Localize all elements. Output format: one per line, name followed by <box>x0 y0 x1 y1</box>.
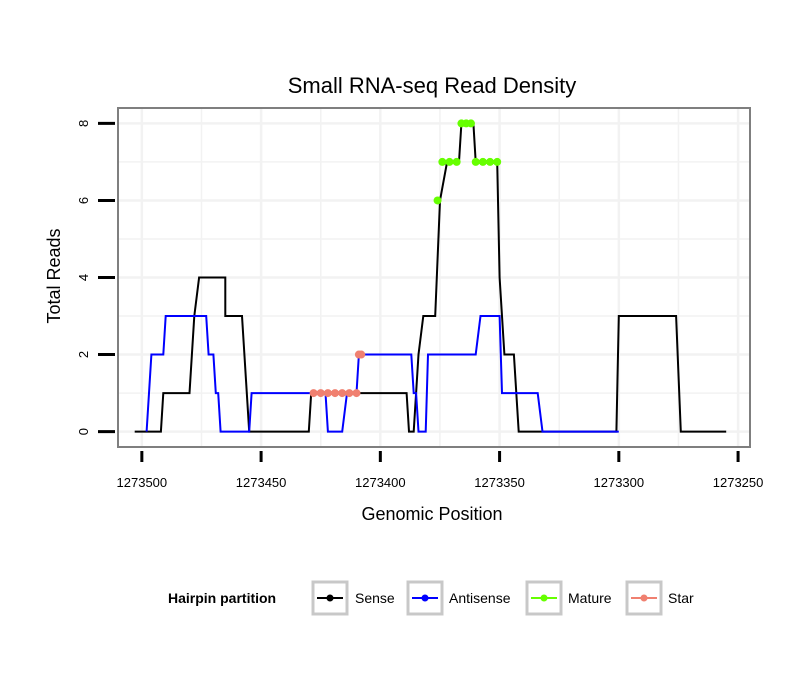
series-line-sense <box>134 122 727 433</box>
marker-point-star <box>309 389 318 398</box>
legend-label-sense: Sense <box>355 590 395 606</box>
x-tick-label: 1273450 <box>236 475 287 490</box>
marker-point-mature <box>466 119 475 128</box>
chart-title: Small RNA-seq Read Density <box>288 73 577 98</box>
y-tick-label: 6 <box>76 197 91 204</box>
marker-point-star <box>345 389 354 398</box>
legend-entry-star: Star <box>625 580 694 616</box>
marker-point-mature <box>493 157 502 166</box>
legend-label-mature: Mature <box>568 590 612 606</box>
y-axis: 0 2 4 6 8 <box>76 120 115 435</box>
marker-point-mature <box>433 196 442 205</box>
marker-point-mature <box>471 157 480 166</box>
marker-point-mature <box>478 157 487 166</box>
marker-point-star <box>331 389 340 398</box>
legend-entry-antisense: Antisense <box>406 580 511 616</box>
marker-point-star <box>338 389 347 398</box>
marker-point-mature <box>486 157 495 166</box>
x-tick-label: 1273500 <box>117 475 168 490</box>
marker-point-star <box>316 389 325 398</box>
marker-point-mature <box>445 157 454 166</box>
marker-point-star <box>352 389 361 398</box>
marker-point-mature <box>452 157 461 166</box>
marker-point-star <box>357 350 366 359</box>
x-tick-label: 1273250 <box>713 475 764 490</box>
y-tick-label: 4 <box>76 274 91 281</box>
x-tick-label: 1273400 <box>355 475 406 490</box>
legend-label-star: Star <box>668 590 694 606</box>
x-tick-label: 1273300 <box>594 475 645 490</box>
legend-title: Hairpin partition <box>168 590 276 606</box>
y-tick-label: 0 <box>76 428 91 435</box>
x-axis-title: Genomic Position <box>361 504 502 524</box>
y-axis-title: Total Reads <box>44 228 64 323</box>
marker-layer <box>309 119 502 398</box>
y-tick-label: 8 <box>76 120 91 127</box>
legend-label-antisense: Antisense <box>449 590 511 606</box>
legend-entry-mature: Mature <box>525 580 612 616</box>
marker-point-mature <box>438 157 447 166</box>
legend-entry-sense: Sense <box>311 580 395 616</box>
marker-point-star <box>323 389 332 398</box>
x-tick-label: 1273350 <box>474 475 525 490</box>
y-tick-label: 2 <box>76 351 91 358</box>
legend: Hairpin partition Sense Antisense Mature… <box>168 580 694 616</box>
x-axis: 1273500 1273450 1273400 1273350 1273300 12732… <box>117 451 764 490</box>
